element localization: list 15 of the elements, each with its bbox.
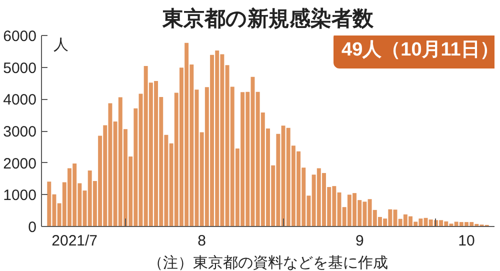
chart-title: 東京都の新規感染者数 (162, 6, 374, 30)
x-tick-label: 8 (198, 232, 206, 250)
text: （注）東京都の資料などを基に作成 (148, 254, 388, 271)
y-tick-label: 1000 (3, 187, 37, 204)
x-tick-label: 10 (458, 232, 475, 250)
y-tick-label: 6000 (3, 28, 37, 45)
y-tick-label: 4000 (3, 92, 37, 109)
annotation: 49人（10月11日） (342, 40, 499, 60)
y-axis-title: 人 (54, 36, 68, 54)
x-tick-label: 2021/7 (52, 232, 98, 250)
y-tick-label: 2000 (3, 155, 37, 172)
y-tick-label: 0 (28, 219, 36, 236)
y-tick-label: 5000 (3, 60, 37, 77)
x-tick-label: 9 (355, 232, 364, 250)
y-tick-label: 3000 (3, 124, 37, 140)
